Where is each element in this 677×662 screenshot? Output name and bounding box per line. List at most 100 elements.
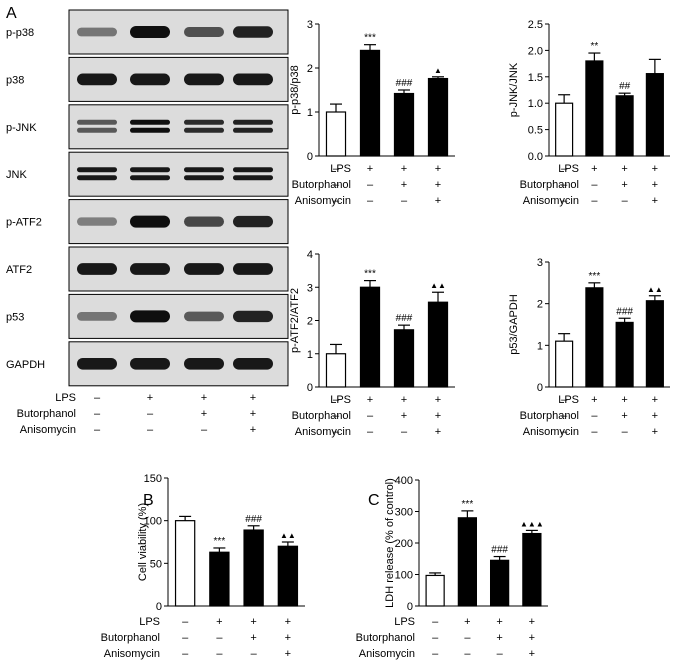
- treatment-sign: +: [652, 163, 658, 175]
- treatment-label: Anisomycin: [359, 648, 415, 660]
- blot-band: [77, 175, 117, 181]
- blot-band: [77, 357, 117, 370]
- blot-band: [233, 26, 273, 38]
- treatment-sign: –: [333, 179, 340, 191]
- blot-band: [184, 119, 224, 125]
- treatment-sign: +: [652, 179, 658, 191]
- significance-label: ***: [462, 499, 474, 510]
- bar: [585, 60, 604, 157]
- treatment-sign: +: [652, 410, 658, 422]
- treatment-sign: +: [435, 394, 441, 406]
- blot-membrane: [68, 104, 289, 150]
- treatment-label: Butorphanol: [292, 410, 351, 422]
- treatment-sign: –: [94, 392, 101, 404]
- treatment-sign: –: [561, 426, 568, 438]
- bar: [585, 287, 604, 388]
- treatment-sign: –: [561, 163, 568, 175]
- y-tick-label: 0: [307, 382, 313, 394]
- treatment-label: Butorphanol: [356, 632, 415, 644]
- y-tick-label: 300: [395, 507, 413, 519]
- blot-band: [77, 217, 117, 226]
- blot-band: [233, 310, 273, 323]
- treatment-sign: +: [401, 179, 407, 191]
- western-blot: p-p38 p38 p-JNK JNK p-ATF2 ATF2 p53 GAPDH: [6, 9, 289, 387]
- blot-band: [184, 167, 224, 173]
- treatment-sign: +: [529, 632, 535, 644]
- bar: [277, 545, 299, 607]
- treatment-sign: –: [333, 394, 340, 406]
- treatment-sign: –: [367, 410, 374, 422]
- bar: [425, 574, 445, 607]
- treatment-sign: +: [367, 394, 373, 406]
- chart-cell-viability: 0 50 100 150 Cell viability (%) *** ### ▲▲: [137, 473, 305, 613]
- bar: [174, 520, 196, 607]
- treatment-label: LPS: [55, 392, 76, 404]
- treatment-label: Anisomycin: [295, 195, 351, 207]
- treatment-sign: –: [591, 195, 598, 207]
- treatment-sign: +: [201, 408, 207, 420]
- treatment-sign: +: [621, 179, 627, 191]
- bar: [522, 532, 542, 607]
- treatment-sign: +: [367, 163, 373, 175]
- treatment-label: Anisomycin: [104, 648, 160, 660]
- blot-row-jnk: JNK: [6, 151, 289, 197]
- y-axis-label: LDH release (% of control): [384, 478, 396, 608]
- treatment-sign: +: [250, 408, 256, 420]
- treatment-sign: –: [147, 424, 154, 436]
- blot-band: [77, 119, 117, 125]
- treatment-sign: –: [561, 195, 568, 207]
- treatment-sign: –: [561, 410, 568, 422]
- treatment-sign: –: [201, 424, 208, 436]
- blot-band: [184, 216, 224, 227]
- blot-row-gapdh: GAPDH: [6, 341, 289, 387]
- treatment-sign: +: [250, 616, 256, 628]
- blot-band: [233, 215, 273, 228]
- blot-band: [233, 175, 273, 181]
- blot-band: [233, 119, 273, 125]
- treatment-sign: –: [216, 648, 223, 660]
- treatment-sign: –: [432, 648, 439, 660]
- treatment-sign: +: [435, 163, 441, 175]
- blot-band: [184, 127, 224, 133]
- treatment-sign: –: [182, 648, 189, 660]
- treatment-sign: +: [591, 163, 597, 175]
- treatment-sign: +: [652, 426, 658, 438]
- blot-band: [184, 73, 224, 86]
- significance-label: ▲: [434, 66, 442, 75]
- treatment-sign: +: [464, 616, 470, 628]
- significance-label: ▲▲: [647, 285, 663, 294]
- bar: [243, 529, 264, 607]
- chart-p-jnk: 0.0 0.5 1.0 1.5 2.0 2.5 p-JNK/JNK ** ##: [508, 19, 670, 163]
- blot-row-p-jnk: p-JNK: [6, 104, 289, 150]
- treatment-sign: –: [591, 410, 598, 422]
- treatment-sign: –: [333, 426, 340, 438]
- treatment-sign: +: [529, 648, 535, 660]
- treatment-label: Anisomycin: [20, 424, 76, 436]
- treatment-sign: +: [250, 392, 256, 404]
- treatment-sign: +: [285, 648, 291, 660]
- blot-label: GAPDH: [6, 359, 45, 371]
- treatment-sign: +: [435, 179, 441, 191]
- bar: [393, 329, 415, 388]
- treatment-sign: –: [464, 632, 471, 644]
- y-axis-label: p53/GAPDH: [508, 294, 520, 355]
- blot-band: [130, 119, 170, 125]
- treatment-sign: +: [621, 410, 627, 422]
- blot-label: p38: [6, 74, 24, 86]
- treatment-sign: –: [591, 426, 598, 438]
- treatment-label: LPS: [558, 394, 579, 406]
- y-tick-label: 1.0: [528, 98, 543, 110]
- blot-band: [130, 175, 170, 181]
- blot-band: [184, 357, 224, 370]
- chart-p-atf2: 0 1 2 3 4 p-ATF2/ATF2 *** ### ▲▲: [289, 249, 455, 394]
- condition-table-blot: LPS – + + + Butorphanol – – + + Anisomycin – – – +: [17, 392, 257, 436]
- condition-table-p53: LPS– + + +Butorphanol– – + +Anisomycin– – – +: [520, 394, 658, 438]
- y-tick-label: 0: [407, 601, 413, 613]
- y-axis-label: p-ATF2/ATF2: [289, 288, 301, 353]
- y-tick-label: 0.5: [528, 125, 543, 137]
- condition-table-p-jnk: LPS– + + +Butorphanol– – + +Anisomycin– – – +: [520, 163, 658, 207]
- bar: [615, 321, 634, 388]
- blot-band: [184, 311, 224, 322]
- treatment-sign: –: [561, 179, 568, 191]
